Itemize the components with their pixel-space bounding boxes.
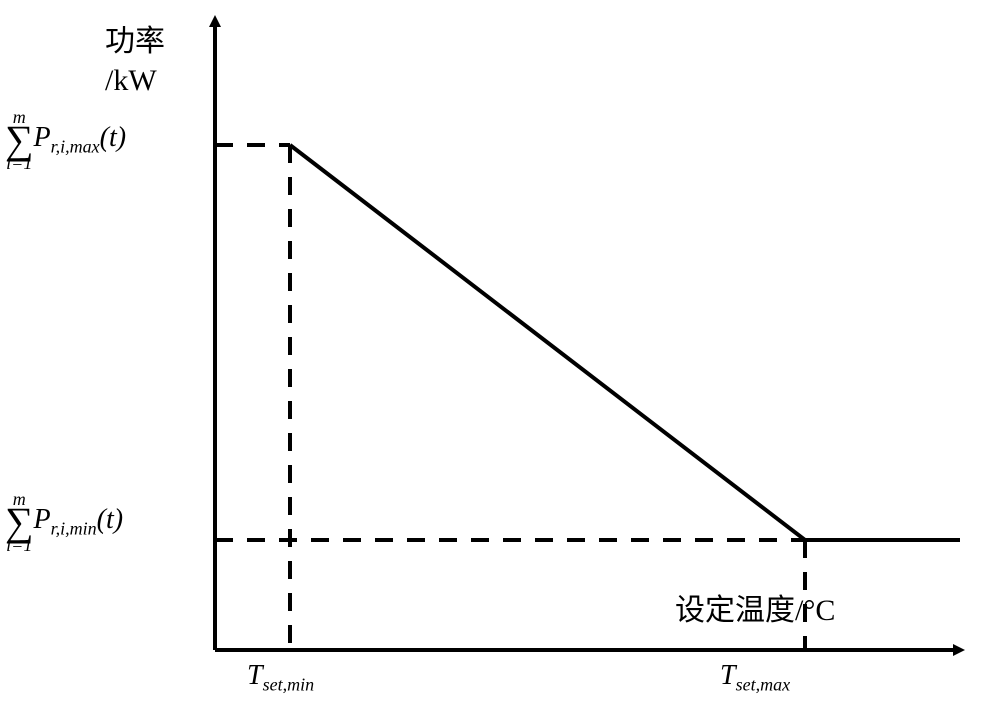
x-axis-title: 设定温度/°C [675,585,835,629]
sigma-icon: m ∑ i=1 [5,490,34,554]
y-axis-unit: /kW [105,64,157,97]
x-axis-title-text: 设定温度 [675,594,795,627]
y-label-pmax: m ∑ i=1 Pr,i,max(t) [5,108,126,172]
data-line [290,145,960,540]
power-vs-temperature-chart: 功率 /kW 设定温度/°C m ∑ i=1 Pr,i,max(t) m ∑ i… [0,0,1000,711]
sigma-icon: m ∑ i=1 [5,108,34,172]
chart-svg [0,0,1000,711]
x-tick-tsetmin: Tset,min [247,660,314,696]
x-axis-unit: /°C [795,594,835,627]
y-label-pmin: m ∑ i=1 Pr,i,min(t) [5,490,123,554]
reference-lines [215,145,805,650]
x-tick-tsetmax: Tset,max [720,660,790,696]
y-axis-title-text: 功率 [105,25,165,58]
y-axis-title: 功率 /kW [105,22,165,100]
